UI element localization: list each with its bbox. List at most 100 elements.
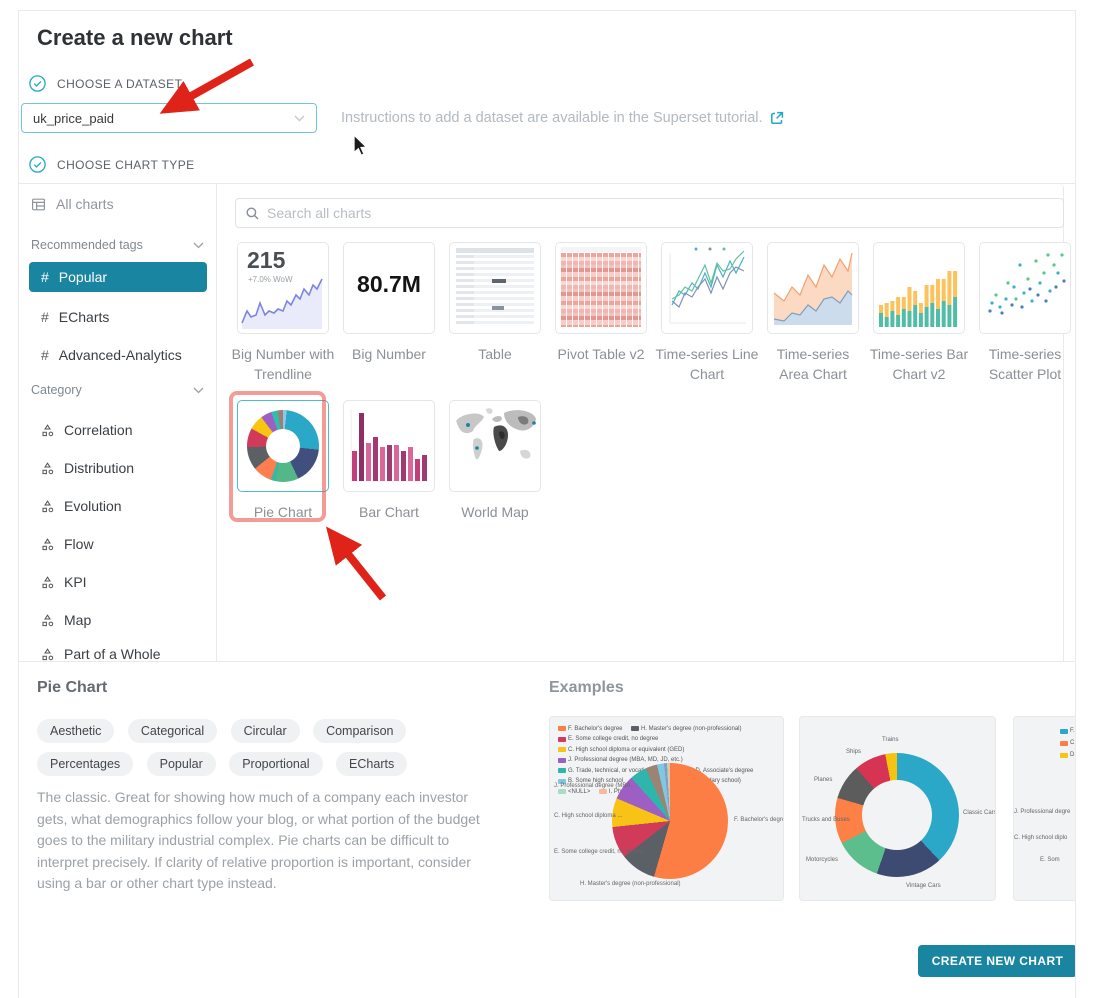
chart-type-sidebar: All charts Recommended tags # Popular # … (19, 184, 217, 662)
chart-card-world-map[interactable] (449, 400, 541, 492)
chart-card-pie-chart[interactable] (237, 400, 329, 492)
category-icon (42, 613, 54, 626)
section-label: Category (31, 383, 82, 397)
tag-pill: Popular (146, 752, 216, 776)
tag-pill: ECharts (336, 752, 408, 776)
selected-chart-title: Pie Chart (37, 679, 108, 696)
example-image-pie-1: F. Bachelor's degree H. Master's degree … (549, 716, 784, 901)
tag-pill: Percentages (37, 752, 134, 776)
chart-search-input[interactable] (267, 205, 1053, 221)
pie-slice-label: Classic Cars (963, 810, 996, 816)
legend-swatch (558, 726, 566, 731)
pie-slice-label: E. Some college credit, no degree (554, 849, 645, 855)
chart-card-ts-scatter[interactable] (979, 242, 1071, 334)
chevron-down-icon (294, 115, 305, 121)
pie-slice-label: E. Som (1040, 857, 1060, 863)
category-icon (42, 423, 54, 436)
pie-slice-label: J. Professional degree (MBA... (554, 783, 636, 789)
pie-slice-label: Planes (814, 777, 833, 783)
pie-slice-label: Motorcycles (806, 857, 839, 863)
sidebar-item-all-charts[interactable]: All charts (31, 196, 114, 212)
pie-slice-label: Trucks and Buses (802, 817, 850, 823)
chart-gallery-panel: 215 +7.0% WoW 80.7M (218, 184, 1071, 661)
legend-swatch (558, 778, 566, 784)
pie-slice-label: J. Professional degre (1014, 809, 1071, 815)
external-link-icon[interactable] (770, 111, 784, 125)
examples-title: Examples (549, 679, 624, 696)
dataset-select-value: uk_price_paid (33, 110, 114, 126)
big-number-value: 215 (247, 247, 286, 273)
category-icon (42, 461, 54, 474)
sidebar-item-label: Evolution (64, 498, 122, 514)
category-icon (42, 647, 54, 660)
chart-search-box[interactable] (235, 198, 1064, 228)
sidebar-section-category[interactable]: Category (31, 383, 204, 397)
chart-card-big-number[interactable]: 80.7M (343, 242, 435, 334)
sidebar-item-label: Distribution (64, 460, 135, 476)
example-donut-chart (835, 753, 959, 877)
category-icon (42, 499, 54, 512)
chart-card-ts-line[interactable] (661, 242, 753, 334)
sidebar-item-kpi[interactable]: KPI (29, 567, 207, 597)
pie-slice-label: Trains (882, 737, 899, 743)
sidebar-item-popular[interactable]: # Popular (29, 262, 207, 292)
sidebar-item-evolution[interactable]: Evolution (29, 491, 207, 521)
chart-card-label: Big Number with Trendline (231, 346, 335, 382)
sidebar-item-flow[interactable]: Flow (29, 529, 207, 559)
scatter-plot-thumbnail (988, 253, 1066, 315)
dataset-step-label: CHOOSE A DATASET (57, 76, 183, 91)
grid-icon (32, 198, 46, 210)
sidebar-item-label: Popular (58, 269, 108, 285)
example-legend: F. Bachelor's degre C. High school diplo… (1060, 725, 1075, 761)
hash-icon: # (41, 347, 49, 363)
chevron-down-icon (193, 387, 204, 393)
sidebar-section-recommended-tags[interactable]: Recommended tags (31, 238, 204, 252)
chart-type-step-label: CHOOSE CHART TYPE (57, 157, 195, 172)
tag-pill: Circular (230, 719, 300, 743)
legend-swatch (558, 736, 566, 742)
sidebar-item-label: KPI (64, 574, 87, 590)
big-number-value: 80.7M (357, 271, 421, 297)
chevron-down-icon (193, 242, 204, 248)
sidebar-item-correlation[interactable]: Correlation (29, 415, 207, 445)
chart-card-ts-area[interactable] (767, 242, 859, 334)
line-chart-thumbnail (669, 247, 746, 324)
chart-card-label: Pie Chart (253, 504, 313, 520)
legend-swatch (558, 789, 566, 794)
sidebar-item-echarts[interactable]: # ECharts (29, 302, 207, 332)
chart-card-label: Table (478, 346, 512, 362)
sidebar-item-label: ECharts (58, 309, 110, 325)
chart-card-label: Big Number (352, 346, 426, 362)
create-new-chart-button[interactable]: CREATE NEW CHART (918, 945, 1075, 977)
legend-swatch (1060, 753, 1068, 758)
chart-card-label: Time-series Scatter Plot (988, 346, 1062, 382)
category-icon (42, 575, 54, 588)
tag-pill: Categorical (127, 719, 218, 743)
chart-card-bar-chart[interactable] (343, 400, 435, 492)
chart-description: The classic. Great for showing how much … (37, 789, 480, 891)
pie-slice-label: C. High school diplo (1014, 835, 1068, 841)
sidebar-item-map[interactable]: Map (29, 605, 207, 635)
legend-swatch (558, 747, 566, 752)
chart-card-ts-bar-v2[interactable] (873, 242, 965, 334)
section-label: Recommended tags (31, 238, 143, 252)
legend-swatch (1060, 729, 1068, 734)
bar-chart-thumbnail (350, 409, 429, 482)
legend-swatch (1060, 741, 1068, 746)
step-check-icon (29, 75, 46, 92)
chart-card-big-number-trendline[interactable]: 215 +7.0% WoW (237, 242, 329, 334)
legend-swatch (558, 768, 566, 773)
dataset-select[interactable]: uk_price_paid (21, 103, 317, 133)
search-icon (246, 207, 259, 219)
sidebar-item-distribution[interactable]: Distribution (29, 453, 207, 483)
sidebar-item-part-of-a-whole[interactable]: Part of a Whole (29, 639, 207, 669)
chart-card-pivot-table-v2[interactable] (555, 242, 647, 334)
chart-card-table[interactable] (449, 242, 541, 334)
page-container: Create a new chart CHOOSE A DATASET uk_p… (18, 10, 1076, 998)
bar-chart-v2-thumbnail (879, 271, 958, 327)
chart-tags: Aesthetic Categorical Circular Compariso… (37, 719, 477, 785)
sidebar-item-advanced-analytics[interactable]: # Advanced-Analytics (29, 340, 207, 370)
sidebar-item-label: Map (64, 612, 92, 628)
step-check-icon (29, 156, 46, 173)
